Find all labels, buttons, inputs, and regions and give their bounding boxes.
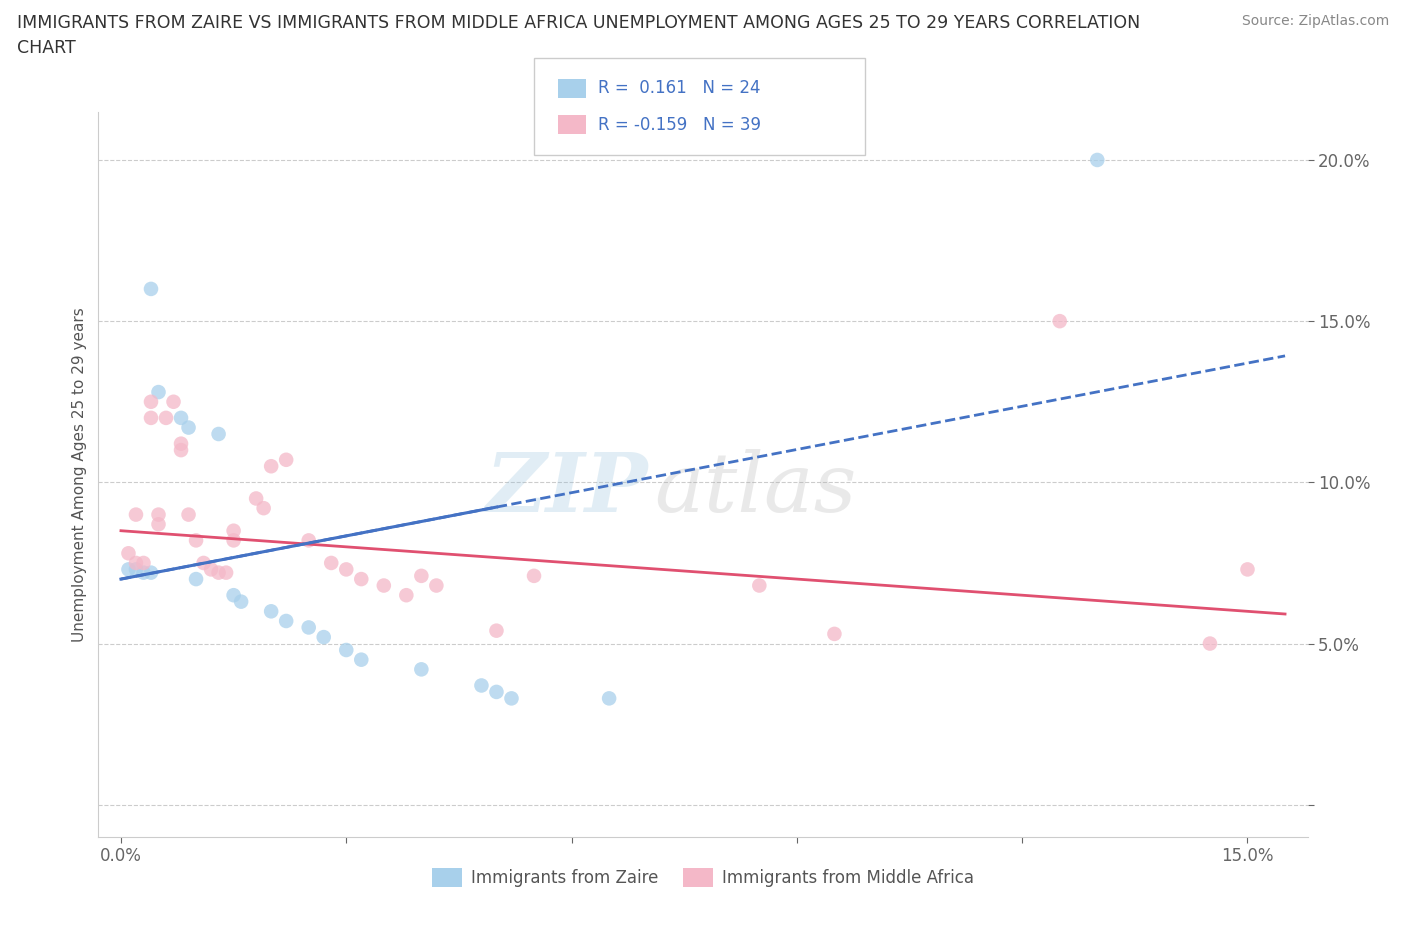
Point: [1199, 636, 1222, 651]
Point: [162, 394, 184, 409]
Point: [207, 565, 229, 580]
Text: CHART: CHART: [17, 39, 76, 57]
Point: [411, 568, 433, 583]
Point: [148, 385, 170, 400]
Point: [184, 572, 207, 587]
Point: [139, 282, 162, 297]
Point: [177, 507, 200, 522]
Point: [1236, 562, 1258, 577]
Point: [260, 604, 283, 618]
Point: [298, 620, 321, 635]
Point: [470, 678, 492, 693]
Point: [117, 562, 139, 577]
Point: [321, 555, 343, 570]
Point: [276, 452, 298, 467]
Point: [139, 410, 162, 425]
Point: [485, 623, 508, 638]
Point: [350, 572, 373, 587]
Point: [132, 565, 155, 580]
Point: [425, 578, 447, 593]
Point: [485, 684, 508, 699]
Point: [312, 630, 335, 644]
Text: R = -0.159   N = 39: R = -0.159 N = 39: [598, 115, 761, 134]
Y-axis label: Unemployment Among Ages 25 to 29 years: Unemployment Among Ages 25 to 29 years: [72, 307, 87, 642]
Text: Source: ZipAtlas.com: Source: ZipAtlas.com: [1241, 14, 1389, 28]
Point: [125, 562, 148, 577]
Point: [170, 410, 193, 425]
Text: R =  0.161   N = 24: R = 0.161 N = 24: [598, 79, 761, 98]
Point: [501, 691, 523, 706]
Point: [117, 546, 139, 561]
Point: [222, 588, 245, 603]
Point: [170, 436, 193, 451]
Point: [207, 427, 229, 442]
Point: [139, 565, 162, 580]
Point: [1085, 153, 1108, 167]
Point: [139, 394, 162, 409]
Point: [298, 533, 321, 548]
Point: [253, 500, 276, 515]
Point: [222, 524, 245, 538]
Point: [260, 458, 283, 473]
Point: [155, 410, 177, 425]
Point: [1049, 313, 1071, 328]
Point: [748, 578, 770, 593]
Point: [335, 562, 357, 577]
Text: IMMIGRANTS FROM ZAIRE VS IMMIGRANTS FROM MIDDLE AFRICA UNEMPLOYMENT AMONG AGES 2: IMMIGRANTS FROM ZAIRE VS IMMIGRANTS FROM…: [17, 14, 1140, 32]
Point: [148, 517, 170, 532]
Point: [395, 588, 418, 603]
Point: [200, 562, 222, 577]
Point: [125, 507, 148, 522]
Point: [193, 555, 215, 570]
Point: [148, 507, 170, 522]
Point: [177, 420, 200, 435]
Point: [350, 652, 373, 667]
Point: [373, 578, 395, 593]
Point: [215, 565, 238, 580]
Point: [222, 533, 245, 548]
Point: [245, 491, 267, 506]
Point: [170, 443, 193, 458]
Point: [823, 627, 845, 642]
Point: [276, 614, 298, 629]
Point: [411, 662, 433, 677]
Point: [229, 594, 252, 609]
Point: [523, 568, 546, 583]
Text: ZIP: ZIP: [486, 449, 648, 529]
Point: [335, 643, 357, 658]
Point: [598, 691, 620, 706]
Point: [132, 555, 155, 570]
Text: atlas: atlas: [655, 449, 858, 529]
Legend: Immigrants from Zaire, Immigrants from Middle Africa: Immigrants from Zaire, Immigrants from M…: [426, 861, 980, 894]
Point: [125, 555, 148, 570]
Point: [184, 533, 207, 548]
